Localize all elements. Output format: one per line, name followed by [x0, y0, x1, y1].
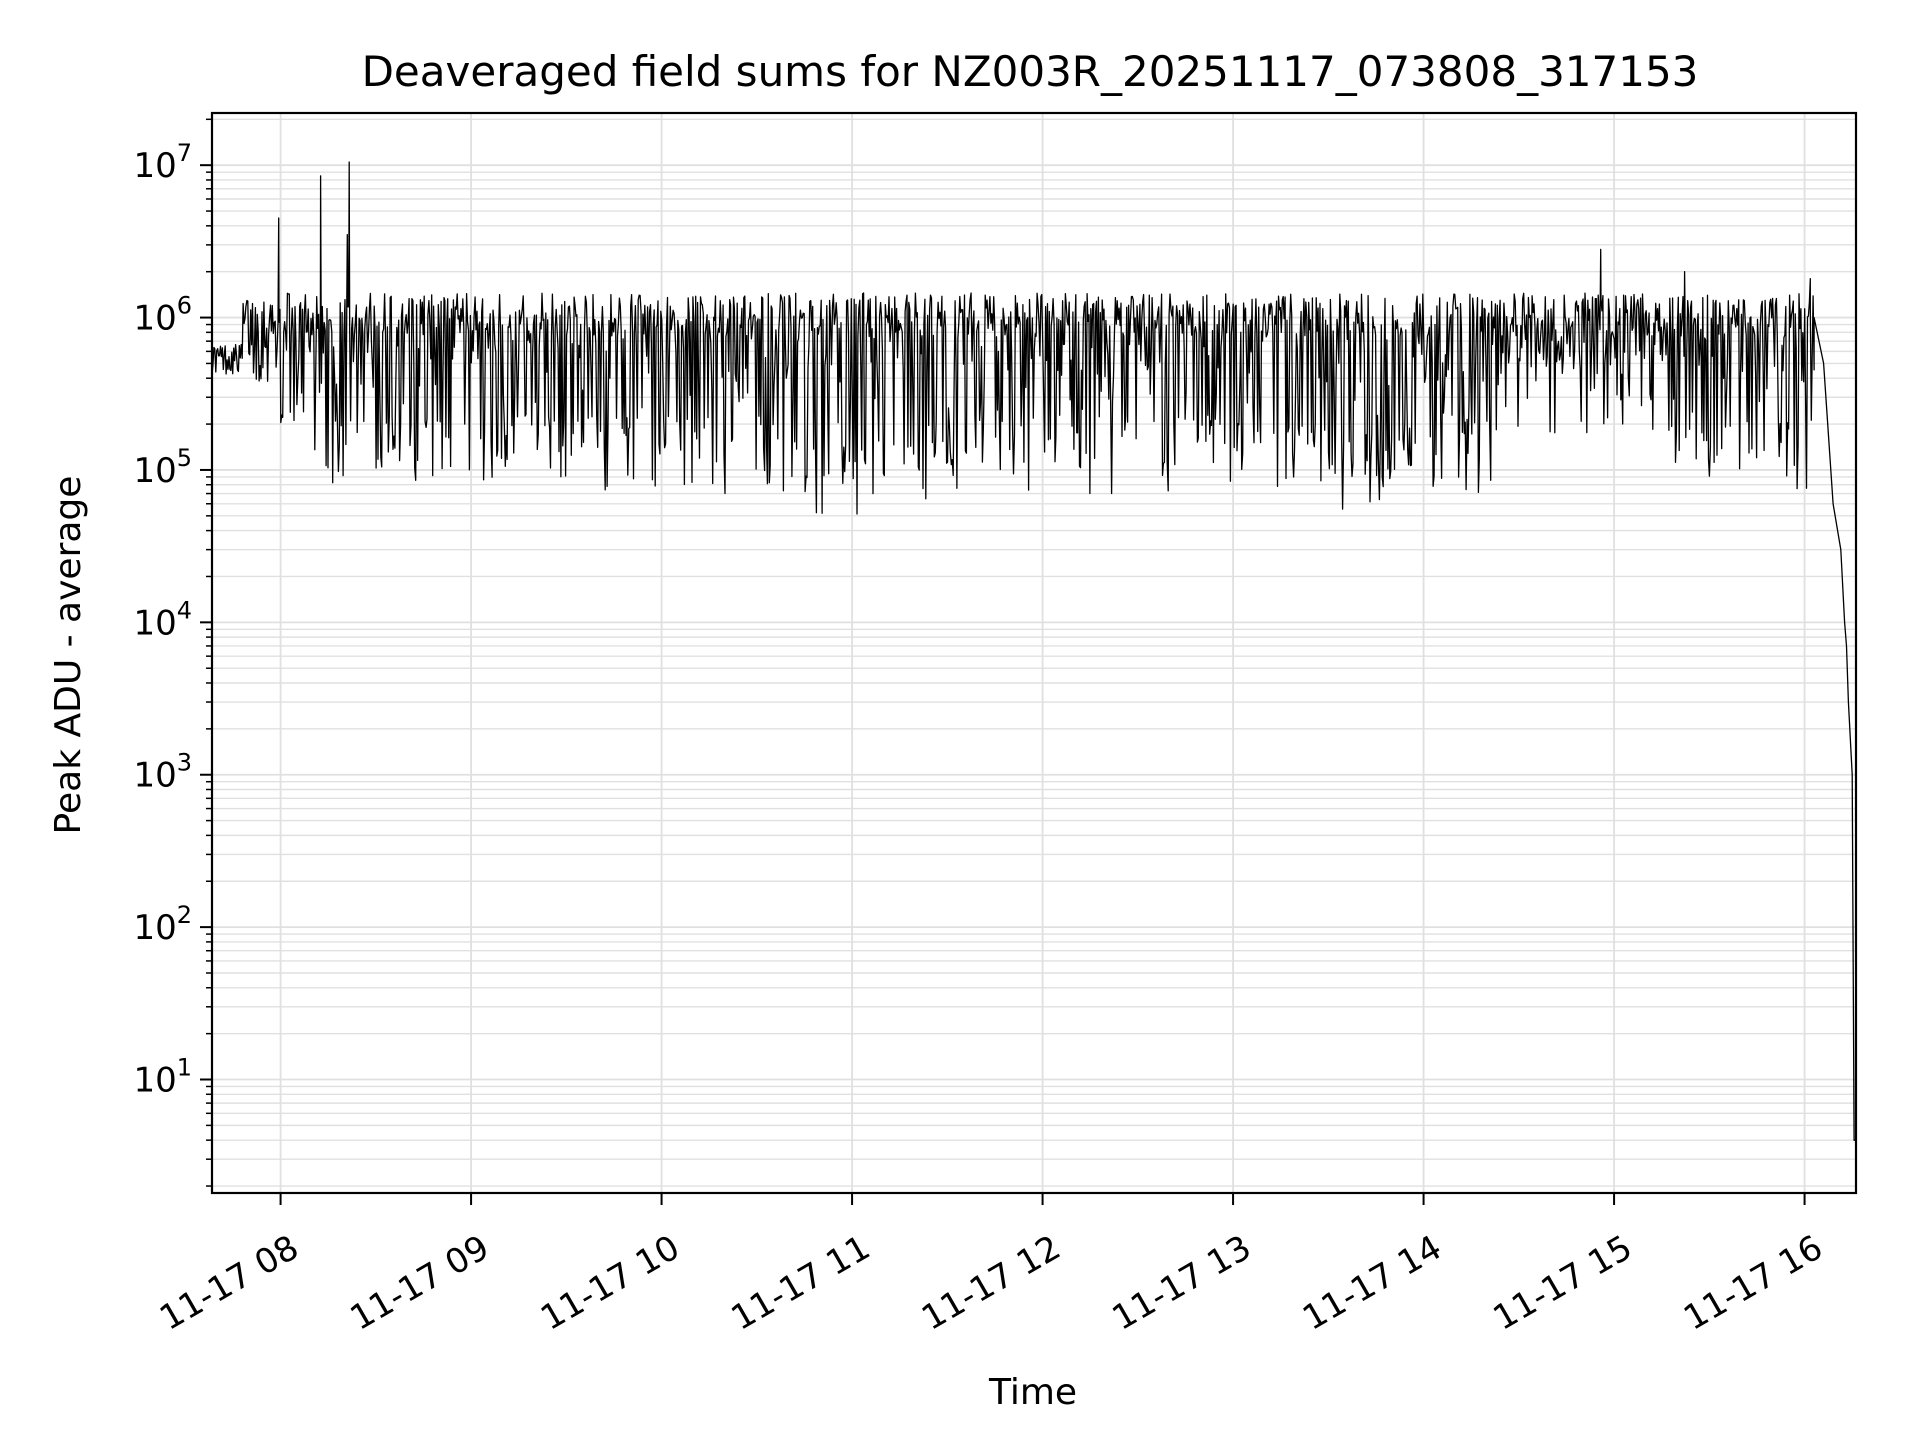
y-tick-label: 105	[133, 444, 192, 491]
chart-title: Deaveraged field sums for NZ003R_2025111…	[362, 47, 1699, 96]
y-tick-label: 106	[133, 292, 192, 339]
plot-frame	[210, 111, 1858, 1195]
y-axis: 101 102 103 104 105 106 107	[133, 118, 212, 1187]
y-tick-label: 102	[133, 901, 192, 948]
x-axis-label: Time	[988, 1372, 1077, 1413]
y-tick-label: 107	[133, 139, 192, 186]
y-tick-label: 101	[133, 1054, 192, 1101]
y-tick-label: 104	[133, 596, 192, 643]
y-tick-label: 103	[133, 749, 192, 796]
series-line	[211, 161, 1856, 1141]
series-group	[211, 161, 1856, 1141]
y-axis-label: Peak ADU - average	[48, 476, 89, 835]
